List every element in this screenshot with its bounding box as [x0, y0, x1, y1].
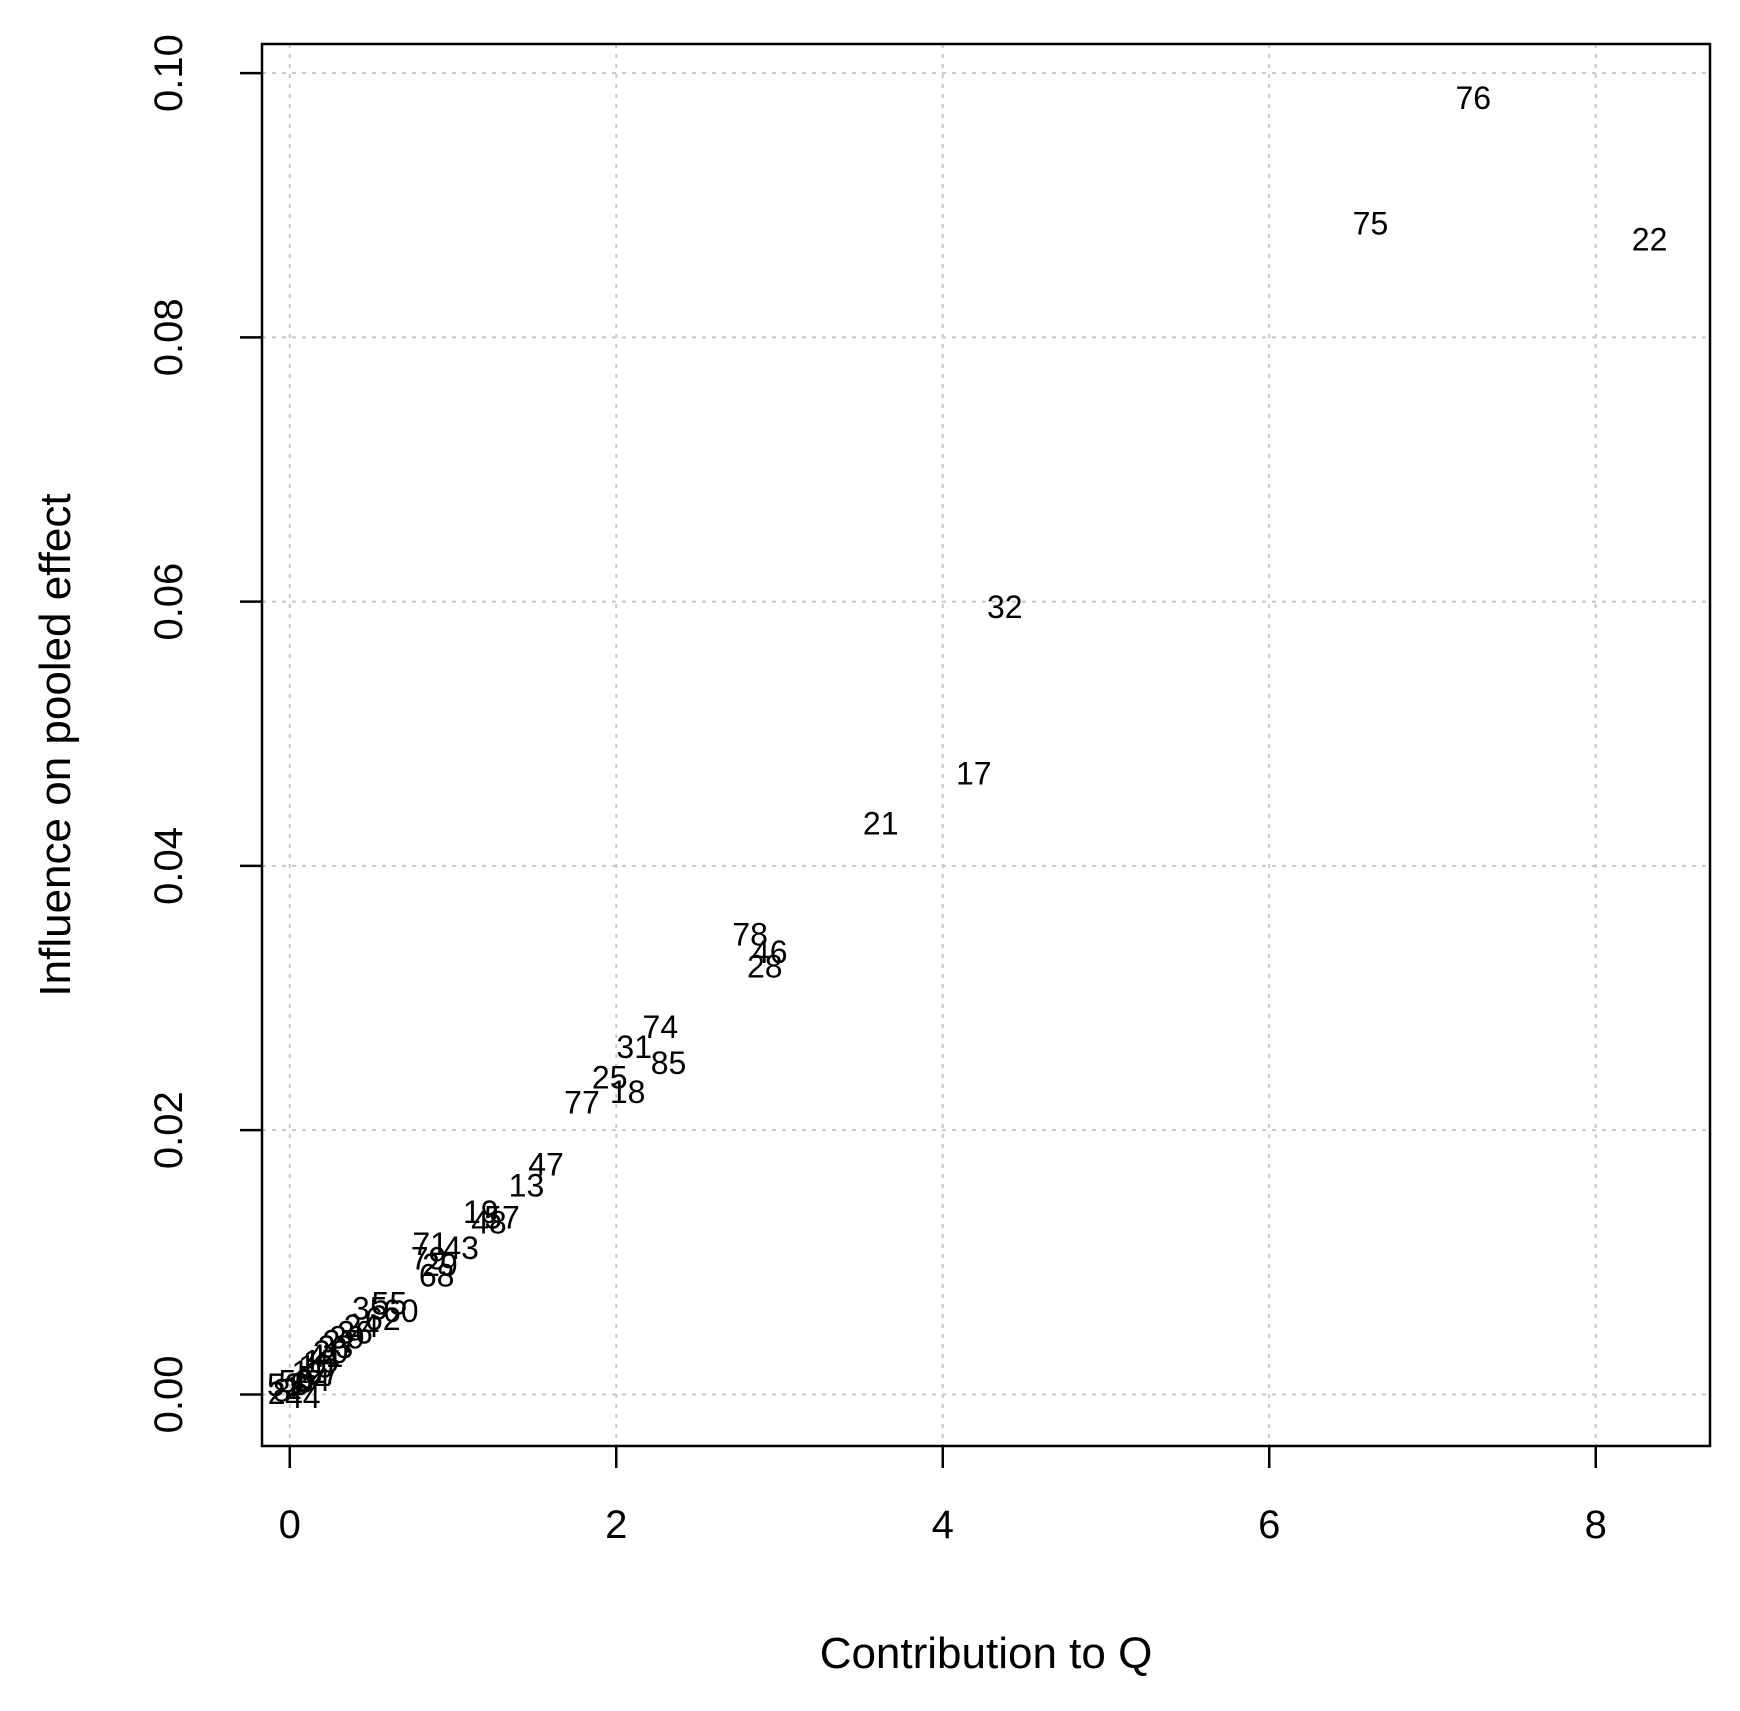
point-label: 32 [987, 589, 1023, 625]
x-tick-label: 0 [279, 1503, 301, 1547]
point-label: 39 [329, 1320, 365, 1356]
point-label: 64 [295, 1362, 331, 1398]
plot-frame [260, 42, 1712, 1448]
point-label: 53 [267, 1367, 303, 1403]
x-tick-label: 6 [1258, 1503, 1280, 1547]
y-tick-label: 0.02 [147, 1091, 191, 1169]
point-label: 74 [643, 1009, 679, 1045]
point-label: 2 [268, 1375, 286, 1411]
point-label: 25 [592, 1059, 628, 1095]
point-label: 15 [303, 1343, 339, 1379]
point-label: 21 [863, 806, 899, 842]
point-label: 46 [752, 934, 788, 970]
y-axis: 0.00 0.02 0.04 0.06 0.08 0.10 [147, 34, 262, 1433]
point-label: 31 [616, 1029, 652, 1065]
x-tick-label: 8 [1585, 1503, 1607, 1547]
point-label: 50 [278, 1363, 314, 1399]
point-label: 17 [956, 755, 992, 791]
point-label: 55 [372, 1285, 408, 1321]
point-label: 76 [1455, 80, 1491, 116]
point-label: 12 [292, 1354, 328, 1390]
point-label: 78 [732, 917, 768, 953]
point-label: 57 [484, 1199, 520, 1235]
point-label: 36 [337, 1314, 373, 1350]
point-label: 22 [1632, 222, 1668, 258]
point-label: 68 [419, 1258, 455, 1294]
point-label: 62 [365, 1301, 401, 1337]
point-label: 43 [443, 1230, 479, 1266]
y-axis-title: Influence on pooled effect [31, 493, 80, 996]
point-label: 1 [284, 1370, 302, 1406]
point-label: 71 [412, 1226, 448, 1262]
point-label: 3 [291, 1366, 309, 1402]
x-tick-label: 4 [932, 1503, 954, 1547]
point-label: 35 [352, 1291, 388, 1327]
y-tick-label: 0.10 [147, 34, 191, 112]
grid [262, 44, 1710, 1446]
y-tick-label: 0.08 [147, 298, 191, 376]
point-label: 67 [305, 1355, 341, 1391]
point-label: 77 [564, 1084, 600, 1120]
point-label: 41 [308, 1338, 344, 1374]
point-label: 5 [297, 1359, 315, 1395]
point-label: 19 [463, 1194, 499, 1230]
point-label: 79 [411, 1240, 447, 1276]
y-tick-label: 0.06 [147, 563, 191, 641]
point-label: 33 [318, 1329, 354, 1365]
point-label: 44 [285, 1379, 321, 1415]
point-label: 18 [610, 1074, 646, 1110]
point-label: 13 [509, 1168, 545, 1204]
point-label: 29 [422, 1247, 458, 1283]
point-label: 27 [323, 1324, 359, 1360]
y-tick-label: 0.04 [147, 827, 191, 905]
x-axis: 0 2 4 6 8 [279, 1446, 1607, 1547]
y-tick-label: 0.00 [147, 1356, 191, 1434]
point-label: 60 [383, 1293, 419, 1329]
point-label: 8 [273, 1373, 291, 1409]
point-label: 28 [747, 948, 783, 984]
point-label: 20 [313, 1334, 349, 1370]
point-label: 10 [298, 1349, 334, 1385]
x-axis-title: Contribution to Q [820, 1629, 1153, 1678]
point-label: 48 [471, 1205, 507, 1241]
x-tick-label: 2 [605, 1503, 627, 1547]
point-label: 24 [344, 1308, 380, 1344]
point-label: 85 [651, 1045, 687, 1081]
point-label: 75 [1353, 206, 1389, 242]
point-label: 47 [528, 1147, 564, 1183]
